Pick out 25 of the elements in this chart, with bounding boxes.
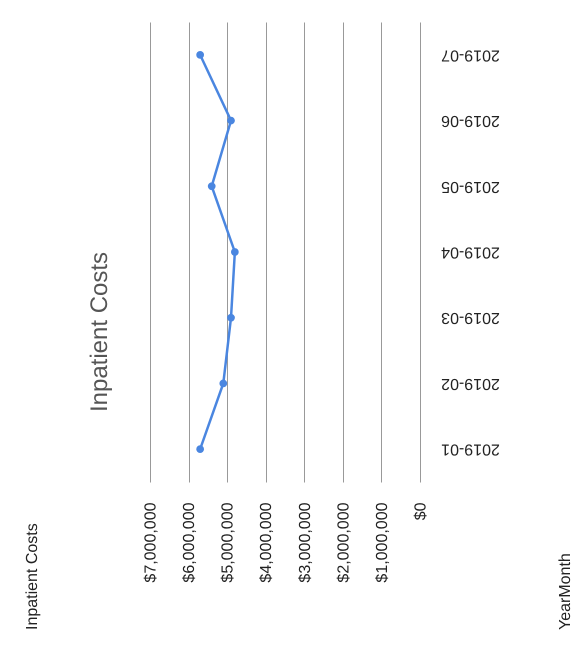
x-tick-label: $0	[412, 502, 430, 520]
point	[196, 50, 204, 59]
point	[227, 314, 235, 322]
x-tick-label: $2,000,000	[335, 502, 352, 583]
y-tick-label: 2019-07	[441, 46, 500, 64]
y-tick-label: 2019-03	[441, 309, 500, 326]
text: Inpatient Costs	[24, 523, 41, 630]
x-tick-label: $1,000,000	[374, 502, 391, 583]
text: YearMonth	[557, 553, 574, 630]
x-tick-label: $4,000,000	[258, 502, 276, 583]
point	[230, 248, 239, 256]
x-tick-label: $7,000,000	[142, 502, 160, 583]
text: Inpatient Costs	[86, 252, 113, 412]
y-tick-label: 2019-02	[441, 374, 500, 392]
y-tick-label: 2019-06	[441, 112, 500, 130]
x-tick-label: $5,000,000	[220, 502, 237, 583]
y-tick-label: 2019-04	[441, 244, 500, 260]
point	[227, 116, 235, 124]
point	[219, 380, 228, 388]
point	[208, 182, 216, 190]
y-tick-label: 2019-05	[441, 178, 500, 195]
point	[196, 445, 204, 454]
y-tick-label: 2019-01	[441, 440, 500, 458]
x-tick-label: $6,000,000	[181, 502, 198, 583]
x-tick-label: $3,000,000	[296, 502, 314, 583]
